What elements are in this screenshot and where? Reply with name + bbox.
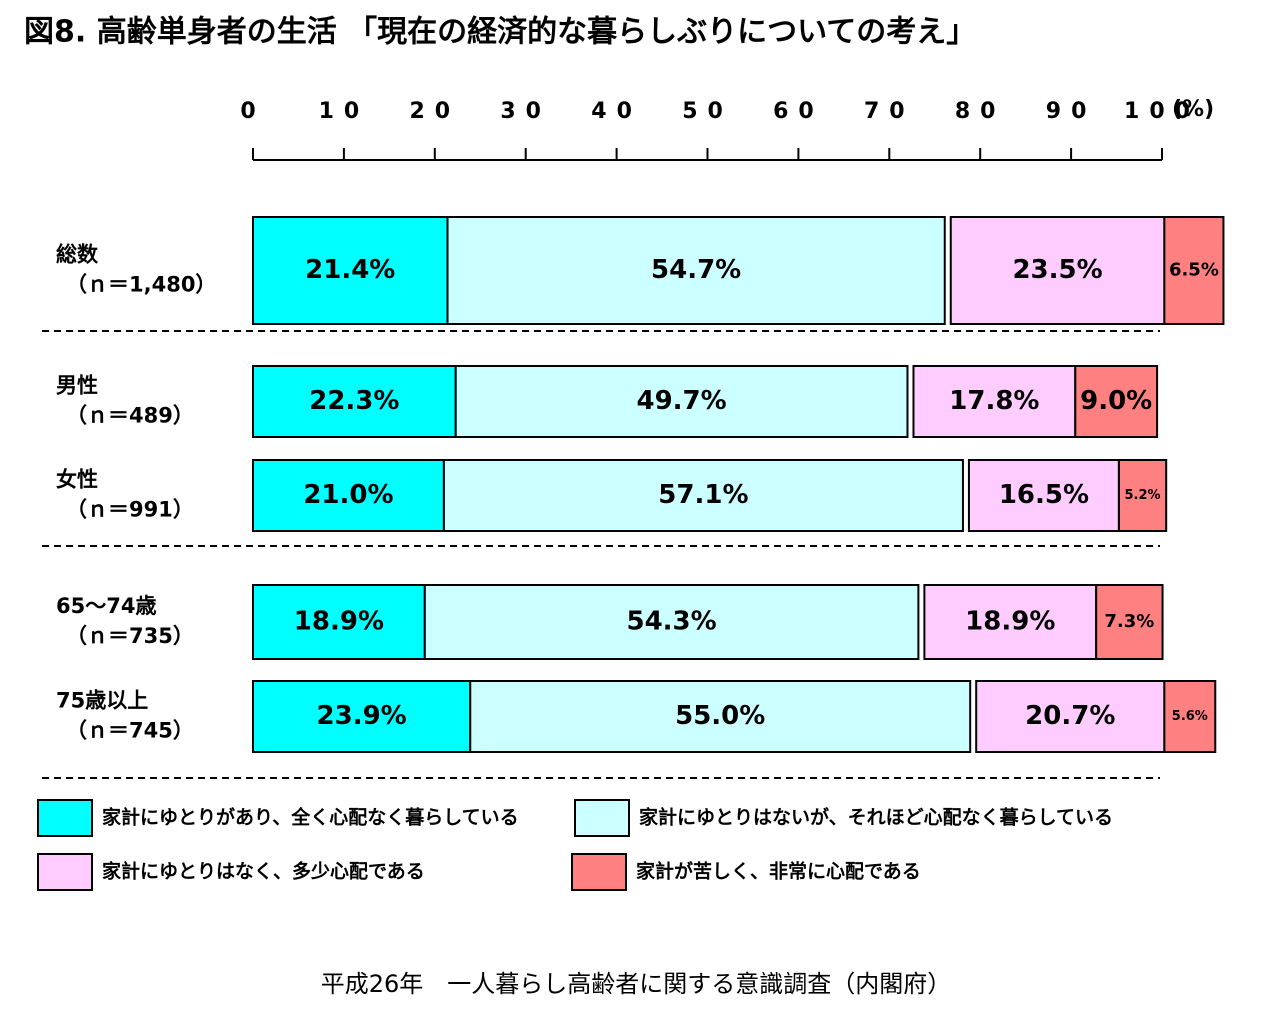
category-label: 女性 [56,468,98,492]
value-label: 9.0% [1080,386,1152,416]
legend-swatch [574,799,630,837]
x-tick-label: 70 [864,99,915,124]
value-label: 21.0% [303,480,393,510]
value-label: 57.1% [658,480,748,510]
value-label: 5.2% [1125,488,1161,503]
bar-segment [912,365,1077,438]
category-label: 75歳以上 [56,689,148,713]
bar-segment [967,459,1120,532]
value-label: 18.9% [965,607,1055,637]
x-tick-label: 50 [682,99,733,124]
value-label: 54.7% [651,255,741,285]
legend-swatch [37,799,93,837]
value-label: 5.6% [1172,709,1208,724]
legend-label: 家計にゆとりはないが、それほど心配なく暮らしている [639,806,1113,829]
x-tick-label: 10 [319,99,370,124]
category-label: （ｎ＝735） [66,624,194,648]
bar-segment [1163,216,1225,325]
bar-segment [1095,584,1164,660]
x-tick-label: 90 [1046,99,1097,124]
x-tick-label: 40 [591,99,642,124]
x-tick-label: 20 [409,99,460,124]
value-label: 17.8% [949,386,1039,416]
value-label: 23.5% [1012,255,1102,285]
value-label: 22.3% [309,386,399,416]
x-tick-label: 60 [773,99,824,124]
x-tick-label: 30 [500,99,551,124]
bar-segment [1163,680,1217,753]
x-tick-label: 80 [955,99,1006,124]
x-tick-label: 0 [240,99,265,124]
legend-label: 家計にゆとりはなく、多少心配である [102,860,425,883]
bar-segment [252,459,445,532]
category-label: 65～74歳 [56,594,156,618]
value-label: 16.5% [999,480,1089,510]
value-label: 6.5% [1169,260,1219,281]
value-label: 23.9% [317,701,407,731]
legend-label: 家計にゆとりがあり、全く心配なく暮らしている [102,806,519,829]
bar-segment [949,216,1166,325]
category-label: （ｎ＝745） [66,719,194,743]
bar-segment [423,584,920,660]
value-label: 49.7% [636,386,726,416]
bar-segment [442,459,964,532]
bar-segment [446,216,946,325]
bar-segment [252,680,472,753]
bar-segment [252,216,449,325]
value-label: 21.4% [305,255,395,285]
value-label: 54.3% [626,607,716,637]
bar-segment [1074,365,1159,438]
category-label: （ｎ＝489） [66,404,194,428]
value-label: 18.9% [294,607,384,637]
value-label: 7.3% [1104,611,1154,632]
legend-swatch [37,853,93,891]
chart-title: 図8. 高齢単身者の生活 「現在の経済的な暮らしぶりについての考え」 [24,15,976,50]
source: 平成26年 一人暮らし高齢者に関する意識調査（内閣府） [321,970,952,998]
legend-swatch [571,853,627,891]
bar-segment [975,680,1166,753]
bar-segment [454,365,909,438]
separators [42,330,1160,779]
bar-segment [923,584,1098,660]
x-tick-label: 100 [1124,99,1200,124]
value-label: 20.7% [1025,701,1115,731]
category-label: （ｎ＝991） [66,498,194,522]
category-label: 総数 [56,243,99,267]
value-label: 55.0% [675,701,765,731]
bar-segment [469,680,972,753]
legend-label: 家計が苦しく、非常に心配である [636,860,921,883]
category-label: 男性 [56,374,98,398]
bar-segment [1117,459,1168,532]
x-axis-unit: (%) [1172,97,1214,122]
category-label: （ｎ＝1,480） [66,273,216,297]
